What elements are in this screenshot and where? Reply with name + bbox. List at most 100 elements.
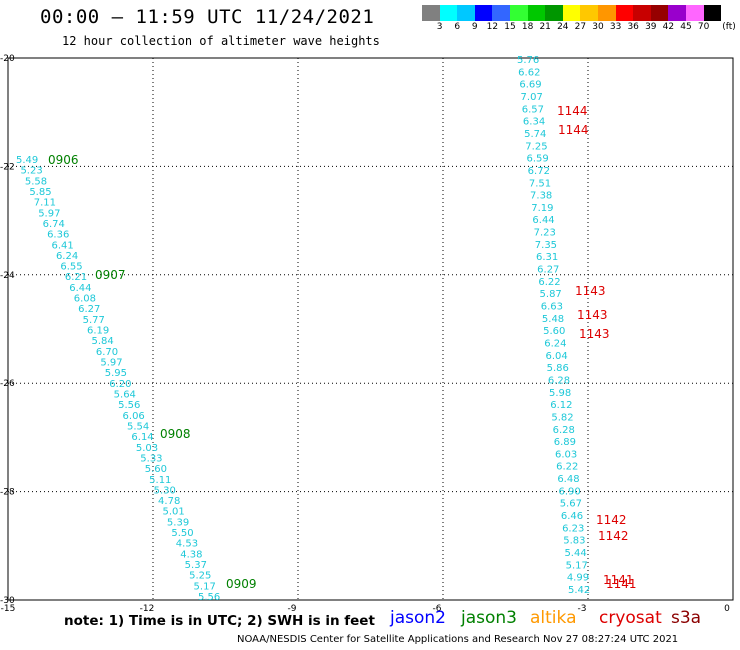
colorbar-tick-label: 3 <box>436 22 443 32</box>
swh-value-east: 5.74 <box>524 129 546 140</box>
colorbar-tick-label: 39 <box>645 22 657 32</box>
pass-time-west: 0906 <box>48 153 79 167</box>
swh-value-west: 5.56 <box>198 592 220 603</box>
swh-value-east: 6.69 <box>519 80 541 91</box>
colorbar-swatch <box>650 5 669 21</box>
swh-value-west: 6.41 <box>52 240 74 251</box>
swh-value-east: 7.25 <box>525 141 547 152</box>
swh-value-west: 5.54 <box>127 421 149 432</box>
swh-value-west: 5.64 <box>114 389 136 400</box>
swh-value-west: 4.53 <box>176 539 198 550</box>
swh-value-east: 7.07 <box>521 92 543 103</box>
colorbar-swatch <box>615 5 634 21</box>
swh-value-east: 6.89 <box>554 437 576 448</box>
colorbar-tick-label: 36 <box>627 22 639 32</box>
lat-label: -26 <box>0 379 15 389</box>
colorbar-tick-label: 42 <box>662 22 675 32</box>
colorbar-swatch <box>633 5 651 21</box>
swh-value-west: 6.08 <box>74 294 96 305</box>
swh-value-east: 5.48 <box>542 314 564 325</box>
lat-label: -20 <box>0 54 15 64</box>
swh-value-west: 5.97 <box>38 208 60 219</box>
swh-value-west: 6.21 <box>65 272 87 283</box>
swh-value-east: 5.44 <box>564 548 586 559</box>
swh-value-east: 6.12 <box>550 400 572 411</box>
swh-value-west: 5.49 <box>16 155 38 166</box>
colorbar-tick-label: 18 <box>521 22 534 32</box>
swh-value-east: 5.83 <box>563 536 585 547</box>
swh-value-east: 6.63 <box>541 302 563 313</box>
swh-value-west: 4.78 <box>158 496 180 507</box>
swh-value-west: 5.23 <box>20 166 42 177</box>
swh-value-west: 5.50 <box>171 528 193 539</box>
colorbar-swatch <box>474 5 493 21</box>
colorbar-swatch <box>703 5 722 21</box>
swh-value-east: 5.98 <box>549 388 571 399</box>
swh-value-east: 7.35 <box>535 240 557 251</box>
swh-value-west: 5.39 <box>167 517 189 528</box>
swh-value-west: 5.25 <box>189 571 211 582</box>
colorbar-swatch <box>509 5 528 21</box>
swh-value-west: 5.95 <box>105 368 127 379</box>
colorbar-tick-label: 33 <box>609 22 622 32</box>
swh-value-east: 6.28 <box>548 375 570 386</box>
swh-value-east: 6.72 <box>528 166 550 177</box>
pass-time-east: 1143 <box>575 284 606 298</box>
swh-value-east: 5.17 <box>566 560 588 571</box>
footer-credit: NOAA/NESDIS Center for Satellite Applica… <box>237 634 679 645</box>
colorbar-labels: 3 6 9 12 15 18 21 24 27 30 33 36 39 42 45 70 (ft) <box>422 22 740 34</box>
swh-value-east: 4.99 <box>567 573 589 584</box>
swh-value-east: 7.23 <box>534 228 556 239</box>
pass-time-east: 1141 <box>603 573 634 587</box>
swh-value-east: 7.38 <box>530 191 552 202</box>
swh-value-west: 5.60 <box>145 464 167 475</box>
swh-value-east: 6.24 <box>544 338 566 349</box>
swh-value-west: 6.27 <box>78 304 100 315</box>
swh-value-west: 5.11 <box>149 475 171 486</box>
colorbar-tick-label: 15 <box>504 22 516 32</box>
colorbar-swatch <box>562 5 581 21</box>
colorbar-swatch <box>545 5 563 21</box>
swh-value-east: 6.59 <box>526 154 548 165</box>
pass-time-east: 1141 <box>606 577 637 591</box>
colorbar-unit-label: (ft) <box>722 22 736 32</box>
colorbar-swatch <box>492 5 510 21</box>
swh-value-west: 5.03 <box>136 443 158 454</box>
swh-value-east: 6.48 <box>557 474 579 485</box>
lat-label: -22 <box>0 162 15 172</box>
legend-s3a: s3a <box>671 608 702 628</box>
swh-value-east: 6.44 <box>532 215 554 226</box>
pass-time-east: 1142 <box>598 529 629 543</box>
swh-value-east: 6.27 <box>537 265 559 276</box>
lon-label: 0 <box>724 604 730 614</box>
colorbar-tick-label: 27 <box>574 22 587 32</box>
colorbar-swatch <box>685 5 704 21</box>
swh-value-west: 6.36 <box>47 230 69 241</box>
swh-value-east: 6.22 <box>556 462 578 473</box>
colorbar-swatch <box>597 5 616 21</box>
legend-jason2: jason2 <box>390 608 446 628</box>
swh-value-west: 5.17 <box>194 581 216 592</box>
colorbar-tick-label: 30 <box>592 22 604 32</box>
legend-cryosat: cryosat <box>599 608 662 628</box>
map-title: 00:00 – 11:59 UTC 11/24/2021 <box>40 6 375 28</box>
pass-time-east: 1143 <box>577 308 608 322</box>
swh-value-west: 6.74 <box>43 219 65 230</box>
swh-value-east: 5.60 <box>543 326 565 337</box>
swh-value-west: 5.33 <box>140 453 162 464</box>
colorbar-swatch <box>580 5 598 21</box>
swh-value-west: 5.77 <box>83 315 105 326</box>
swh-value-west: 5.84 <box>91 336 113 347</box>
note-text: note: 1) Time is in UTC; 2) SWH is in fe… <box>64 613 375 629</box>
swh-value-west: 6.55 <box>60 262 82 273</box>
legend-altika: altika <box>530 608 577 628</box>
swh-value-west: 5.37 <box>185 560 207 571</box>
swh-value-east: 6.03 <box>555 449 577 460</box>
pass-time-east: 1144 <box>557 104 588 118</box>
lon-label: -6 <box>433 604 442 614</box>
map-frame <box>7 57 734 601</box>
swh-value-west: 6.24 <box>56 251 78 262</box>
swh-value-west: 5.30 <box>154 485 176 496</box>
pass-time-west: 0908 <box>160 427 191 441</box>
